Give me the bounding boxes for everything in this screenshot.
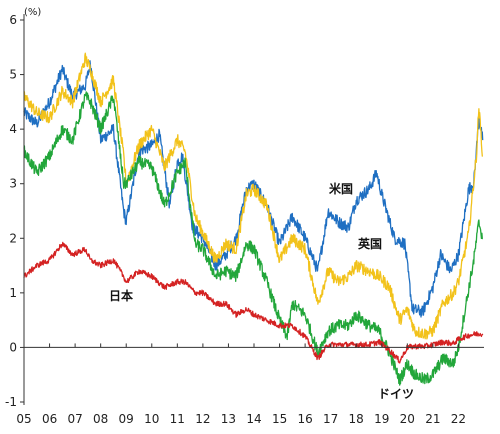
y-tick-label: -1 (5, 395, 17, 409)
x-tick-label: 16 (297, 412, 312, 426)
x-tick-label: 11 (170, 412, 185, 426)
series-label-3: ドイツ (378, 387, 414, 401)
y-tick-label: 5 (9, 68, 17, 82)
x-tick-label: 19 (374, 412, 389, 426)
x-tick-label: 08 (93, 412, 108, 426)
x-tick-label: 13 (221, 412, 236, 426)
x-tick-label: 07 (67, 412, 82, 426)
series-line-2 (23, 52, 483, 340)
x-tick-label: 10 (144, 412, 159, 426)
y-unit-label: (%) (24, 7, 41, 18)
y-tick-label: 2 (9, 231, 17, 245)
x-tick-label: 14 (246, 412, 261, 426)
series-line-3 (23, 91, 484, 386)
y-tick-label: 1 (9, 286, 17, 300)
x-tick-label: 21 (425, 412, 440, 426)
x-tick-label: 22 (451, 412, 466, 426)
x-tick-label: 05 (16, 412, 31, 426)
y-tick-label: 4 (9, 122, 17, 136)
y-tick-label: 0 (9, 340, 17, 354)
series-line-4 (23, 241, 484, 364)
x-tick-label: 09 (119, 412, 134, 426)
series-label-1: 米国 (329, 181, 353, 196)
x-tick-label: 20 (400, 412, 415, 426)
x-tick-label: 06 (42, 412, 57, 426)
y-tick-label: 3 (9, 177, 17, 191)
x-tick-label: 12 (195, 412, 210, 426)
y-tick-label: 6 (9, 13, 17, 27)
x-tick-label: 17 (323, 412, 338, 426)
x-tick-label: 18 (349, 412, 364, 426)
series-label-2: 英国 (358, 236, 382, 251)
series-label-4: 日本 (109, 288, 133, 303)
x-tick-label: 15 (272, 412, 287, 426)
series-layer (23, 52, 484, 386)
